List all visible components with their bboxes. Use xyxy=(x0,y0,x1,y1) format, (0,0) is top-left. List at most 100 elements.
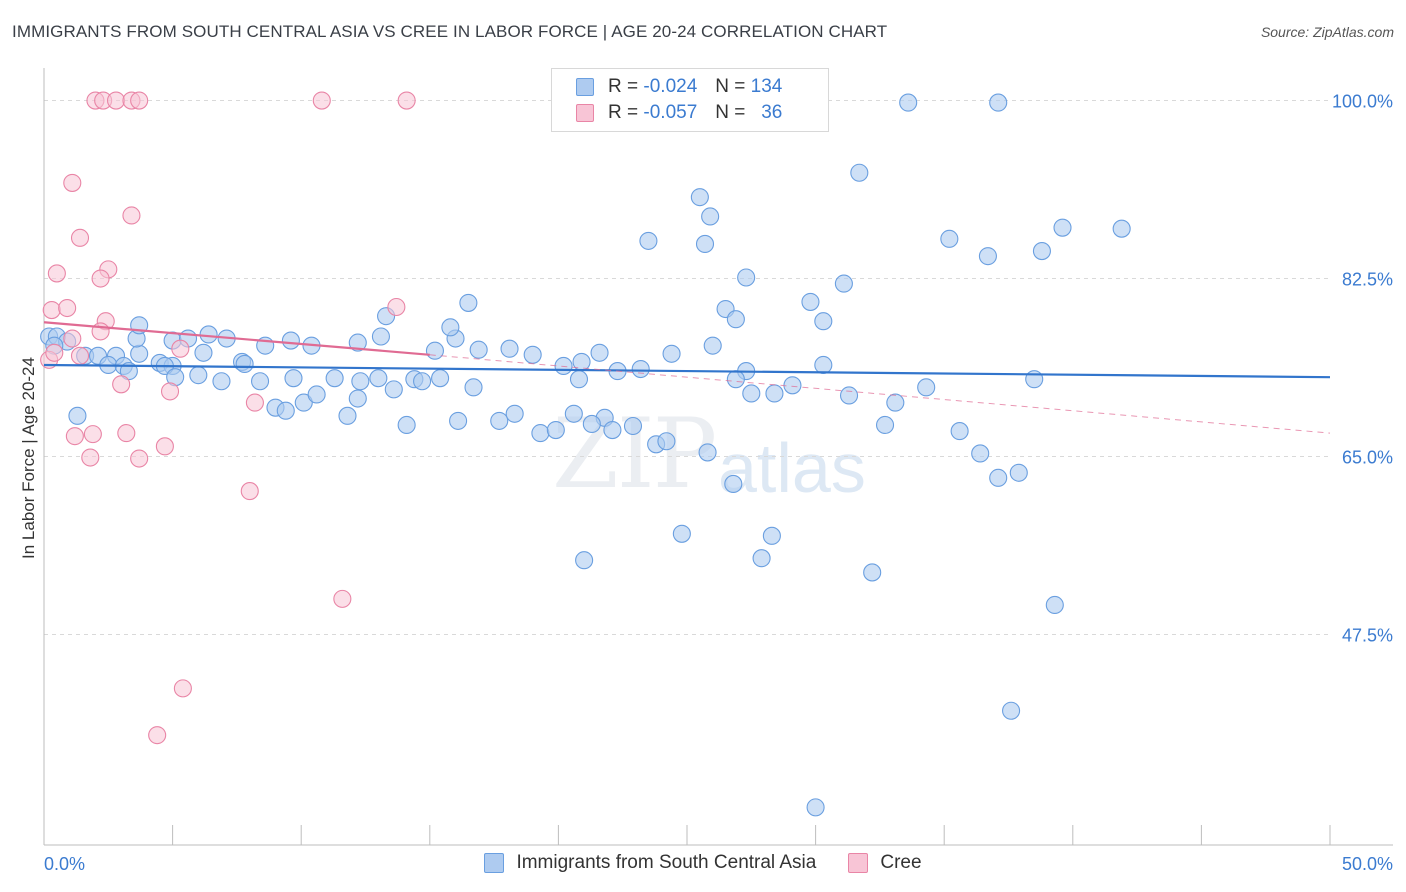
data-point-blue xyxy=(459,293,478,312)
data-point-blue xyxy=(701,207,720,226)
n-label: N = xyxy=(715,76,746,97)
data-point-pink xyxy=(240,482,259,501)
data-point-pink xyxy=(63,173,82,192)
data-point-blue xyxy=(839,386,859,405)
data-point-pink xyxy=(117,424,136,443)
data-point-pink xyxy=(70,228,90,247)
legend-swatch-blue xyxy=(484,853,505,873)
data-point-blue xyxy=(950,422,969,441)
trend-line-pink xyxy=(43,321,430,356)
data-point-blue xyxy=(469,340,488,359)
y-tick-label: 82.5% xyxy=(1342,270,1393,290)
data-point-blue xyxy=(68,406,87,425)
data-point-blue xyxy=(1032,242,1051,261)
data-point-pink xyxy=(312,91,331,110)
data-point-blue xyxy=(850,163,869,182)
data-point-blue xyxy=(441,318,460,337)
data-point-blue xyxy=(575,551,594,570)
data-point-blue xyxy=(1009,463,1028,482)
data-point-blue xyxy=(500,339,519,358)
data-point-blue xyxy=(546,421,565,440)
r-label: R = xyxy=(608,102,639,123)
r-value: -0.024 xyxy=(643,76,698,97)
data-point-pink xyxy=(130,91,149,110)
data-point-blue xyxy=(250,372,270,391)
legend-item-cree[interactable]: Cree xyxy=(848,852,922,874)
data-point-blue xyxy=(1002,701,1021,720)
stats-row-blue: R = -0.024 N = 134 xyxy=(576,75,782,99)
n-value: 36 xyxy=(761,102,783,123)
data-point-pink xyxy=(42,300,61,320)
data-point-blue xyxy=(940,229,959,248)
data-point-blue xyxy=(631,359,650,379)
data-point-blue xyxy=(801,292,820,311)
data-point-blue xyxy=(505,404,524,423)
data-point-blue xyxy=(989,93,1008,112)
data-point-blue xyxy=(371,327,390,346)
data-point-blue xyxy=(212,372,231,391)
data-point-pink xyxy=(397,91,416,110)
data-point-blue xyxy=(189,366,208,385)
data-point-blue xyxy=(194,343,213,362)
trend-line-blue xyxy=(43,363,1331,379)
data-point-blue xyxy=(1053,218,1072,237)
x-tick-label: 0.0% xyxy=(44,854,85,874)
data-point-blue xyxy=(531,424,550,443)
data-point-blue xyxy=(971,444,990,463)
data-point-blue xyxy=(276,401,295,420)
data-point-pink xyxy=(148,726,167,745)
x-tick-label: 50.0% xyxy=(1342,854,1393,874)
data-point-pink xyxy=(65,427,84,446)
data-point-pink xyxy=(47,264,66,283)
data-point-blue xyxy=(351,372,370,391)
data-point-blue xyxy=(384,380,403,399)
data-point-blue xyxy=(724,474,743,494)
watermark-atlas: atlas xyxy=(718,429,866,507)
data-point-pink xyxy=(155,437,174,456)
data-point-blue xyxy=(397,415,416,435)
data-point-blue xyxy=(307,385,326,404)
data-point-blue xyxy=(737,268,756,287)
data-point-blue xyxy=(834,274,853,293)
series-legend: Immigrants from South Central Asia Cree xyxy=(0,852,1406,874)
data-point-blue xyxy=(338,406,357,425)
chart-title: IMMIGRANTS FROM SOUTH CENTRAL ASIA VS CR… xyxy=(12,22,888,41)
data-point-blue xyxy=(431,369,450,388)
legend-swatch-pink xyxy=(848,853,869,873)
data-point-blue xyxy=(425,341,444,360)
data-point-blue xyxy=(863,563,882,582)
data-point-blue xyxy=(523,345,542,364)
series-blue-points xyxy=(40,93,1131,817)
r-label: R = xyxy=(608,76,639,97)
swatch-blue xyxy=(576,78,594,96)
data-point-blue xyxy=(917,378,936,397)
data-point-blue xyxy=(989,468,1008,487)
data-point-blue xyxy=(464,378,483,397)
data-point-pink xyxy=(58,298,77,318)
data-point-blue xyxy=(806,798,825,817)
data-point-blue xyxy=(569,370,589,389)
data-point-blue xyxy=(899,93,918,112)
legend-item-immigrants[interactable]: Immigrants from South Central Asia xyxy=(484,852,816,874)
y-tick-label: 100.0% xyxy=(1332,92,1393,112)
data-point-blue xyxy=(657,432,676,451)
axes xyxy=(43,68,1393,846)
data-point-pink xyxy=(333,589,352,608)
stats-legend: R = -0.024 N = 134 R = -0.057 N = 36 xyxy=(551,68,829,132)
data-point-pink xyxy=(70,346,90,365)
data-point-pink xyxy=(130,449,149,468)
data-point-blue xyxy=(564,404,583,423)
data-point-blue xyxy=(726,370,745,389)
tick-labels: 100.0% 82.5% 65.0% 47.5% 0.0% 50.0% xyxy=(44,92,1393,874)
source-label: Source: ZipAtlas.com xyxy=(1260,24,1394,40)
data-point-blue xyxy=(348,333,367,352)
y-tick-label: 65.0% xyxy=(1342,448,1393,468)
data-point-pink xyxy=(245,393,264,412)
data-point-blue xyxy=(235,354,254,374)
data-point-blue xyxy=(698,443,717,462)
data-point-blue xyxy=(623,416,643,436)
data-point-pink xyxy=(63,329,82,348)
data-point-blue xyxy=(978,247,997,266)
data-point-blue xyxy=(662,344,681,363)
data-point-blue xyxy=(742,384,761,403)
